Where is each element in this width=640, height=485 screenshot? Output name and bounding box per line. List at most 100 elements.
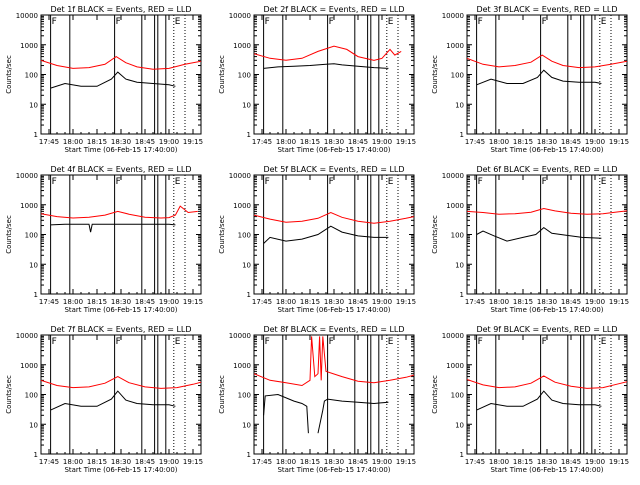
y-tick-label: 100 — [25, 392, 38, 400]
y-axis-label: Counts/sec — [431, 215, 439, 254]
x-tick-label: 17:45 — [39, 458, 59, 466]
y-axis-label: Counts/sec — [218, 375, 226, 414]
y-tick-label: 10 — [242, 421, 251, 429]
y-tick-label: 1 — [460, 451, 464, 459]
x-tick-label: 18:45 — [135, 138, 155, 146]
marker-label: F — [116, 337, 121, 347]
events-series-line — [50, 223, 176, 233]
marker-label: F — [116, 177, 121, 187]
x-tick-label: 18:00 — [489, 298, 509, 306]
x-tick-label: 18:15 — [87, 458, 107, 466]
y-tick-label: 10000 — [16, 172, 38, 180]
x-axis-label: Start Time (06-Feb-15 17:40:00) — [64, 146, 177, 154]
marker-label: F — [329, 177, 334, 187]
chart-title: Det 1f BLACK = Events, RED = LLD — [50, 5, 191, 14]
marker-label: F — [542, 177, 547, 187]
x-axis-label: Start Time (06-Feb-15 17:40:00) — [277, 306, 390, 314]
x-tick-label: 19:00 — [159, 298, 179, 306]
y-tick-label: 100 — [238, 392, 251, 400]
y-tick-label: 10 — [242, 261, 251, 269]
series-group — [254, 336, 414, 434]
x-axis-label: Start Time (06-Feb-15 17:40:00) — [277, 146, 390, 154]
x-tick-label: 18:45 — [348, 298, 368, 306]
marker-label: F — [52, 17, 57, 27]
x-tick-label: 19:00 — [372, 138, 392, 146]
x-tick-label: 19:00 — [585, 298, 605, 306]
chart-panel-det7: Det 7f BLACK = Events, RED = LLD 1 10 100 10… — [5, 325, 203, 474]
y-tick-label: 1 — [460, 131, 464, 139]
x-tick-label: 18:30 — [537, 298, 557, 306]
y-tick-label: 10000 — [229, 332, 251, 340]
marker-label: F — [116, 17, 121, 27]
y-tick-label: 100 — [25, 72, 38, 80]
y-axis-label: Counts/sec — [5, 55, 13, 94]
y-tick-label: 100 — [451, 72, 464, 80]
x-tick-label: 18:45 — [348, 138, 368, 146]
x-tick-label: 18:45 — [135, 298, 155, 306]
y-tick-label: 1000 — [20, 362, 38, 370]
x-tick-label: 17:45 — [465, 298, 485, 306]
y-tick-label: 10000 — [442, 332, 464, 340]
series-group — [254, 211, 414, 244]
x-tick-label: 19:15 — [609, 458, 629, 466]
y-tick-label: 1 — [460, 291, 464, 299]
y-tick-label: 1000 — [446, 202, 464, 210]
x-tick-label: 19:00 — [159, 458, 179, 466]
events-series-line — [476, 390, 602, 411]
plot-frame — [253, 14, 415, 135]
lld-series-line — [254, 211, 414, 224]
x-tick-label: 18:30 — [324, 138, 344, 146]
x-tick-label: 17:45 — [39, 138, 59, 146]
y-tick-label: 10 — [29, 101, 38, 109]
y-tick-label: 10 — [29, 421, 38, 429]
x-tick-label: 18:15 — [87, 138, 107, 146]
x-tick-label: 18:15 — [300, 458, 320, 466]
x-tick-label: 18:00 — [63, 458, 83, 466]
y-tick-label: 100 — [25, 232, 38, 240]
x-tick-label: 18:30 — [537, 458, 557, 466]
x-tick-label: 18:45 — [561, 458, 581, 466]
series-group — [41, 376, 201, 411]
y-tick-label: 1000 — [233, 202, 251, 210]
y-tick-label: 10 — [29, 261, 38, 269]
x-tick-label: 19:15 — [609, 138, 629, 146]
chart-panel-det6: Det 6f BLACK = Events, RED = LLD 1 10 100 10… — [431, 165, 629, 314]
x-tick-label: 18:30 — [111, 458, 131, 466]
y-tick-label: 100 — [238, 72, 251, 80]
x-tick-label: 18:30 — [111, 138, 131, 146]
y-tick-label: 1000 — [446, 42, 464, 50]
marker-label: F — [265, 337, 270, 347]
x-tick-label: 18:00 — [276, 458, 296, 466]
chart-title: Det 8f BLACK = Events, RED = LLD — [263, 325, 404, 334]
lld-series-line — [467, 375, 627, 389]
y-tick-label: 1000 — [233, 362, 251, 370]
y-tick-label: 10000 — [16, 12, 38, 20]
y-tick-label: 10 — [455, 421, 464, 429]
lld-series-line — [41, 205, 198, 219]
plot-frame — [40, 174, 202, 295]
x-tick-label: 18:45 — [348, 458, 368, 466]
x-tick-label: 18:00 — [489, 458, 509, 466]
series-group — [467, 54, 627, 86]
series-group — [467, 207, 627, 242]
marker-label: E — [388, 177, 394, 187]
x-tick-label: 18:15 — [513, 138, 533, 146]
y-tick-label: 1 — [34, 451, 38, 459]
y-tick-label: 10000 — [229, 12, 251, 20]
plot-frame — [253, 174, 415, 295]
chart-title: Det 6f BLACK = Events, RED = LLD — [476, 165, 617, 174]
y-tick-label: 10000 — [442, 172, 464, 180]
x-tick-label: 18:15 — [300, 138, 320, 146]
marker-label: F — [478, 177, 483, 187]
lld-series-line — [41, 56, 201, 70]
x-tick-label: 18:15 — [300, 298, 320, 306]
chart-title: Det 9f BLACK = Events, RED = LLD — [476, 325, 617, 334]
chart-panel-det2: Det 2f BLACK = Events, RED = LLD 1 10 100 10… — [218, 5, 416, 154]
marker-label: F — [542, 17, 547, 27]
marker-label: F — [265, 177, 270, 187]
x-tick-label: 17:45 — [252, 458, 272, 466]
chart-panel-det1: Det 1f BLACK = Events, RED = LLD 1 10 100 10… — [5, 5, 203, 154]
x-tick-label: 18:15 — [513, 298, 533, 306]
y-axis-label: Counts/sec — [5, 215, 13, 254]
chart-title: Det 2f BLACK = Events, RED = LLD — [263, 5, 404, 14]
